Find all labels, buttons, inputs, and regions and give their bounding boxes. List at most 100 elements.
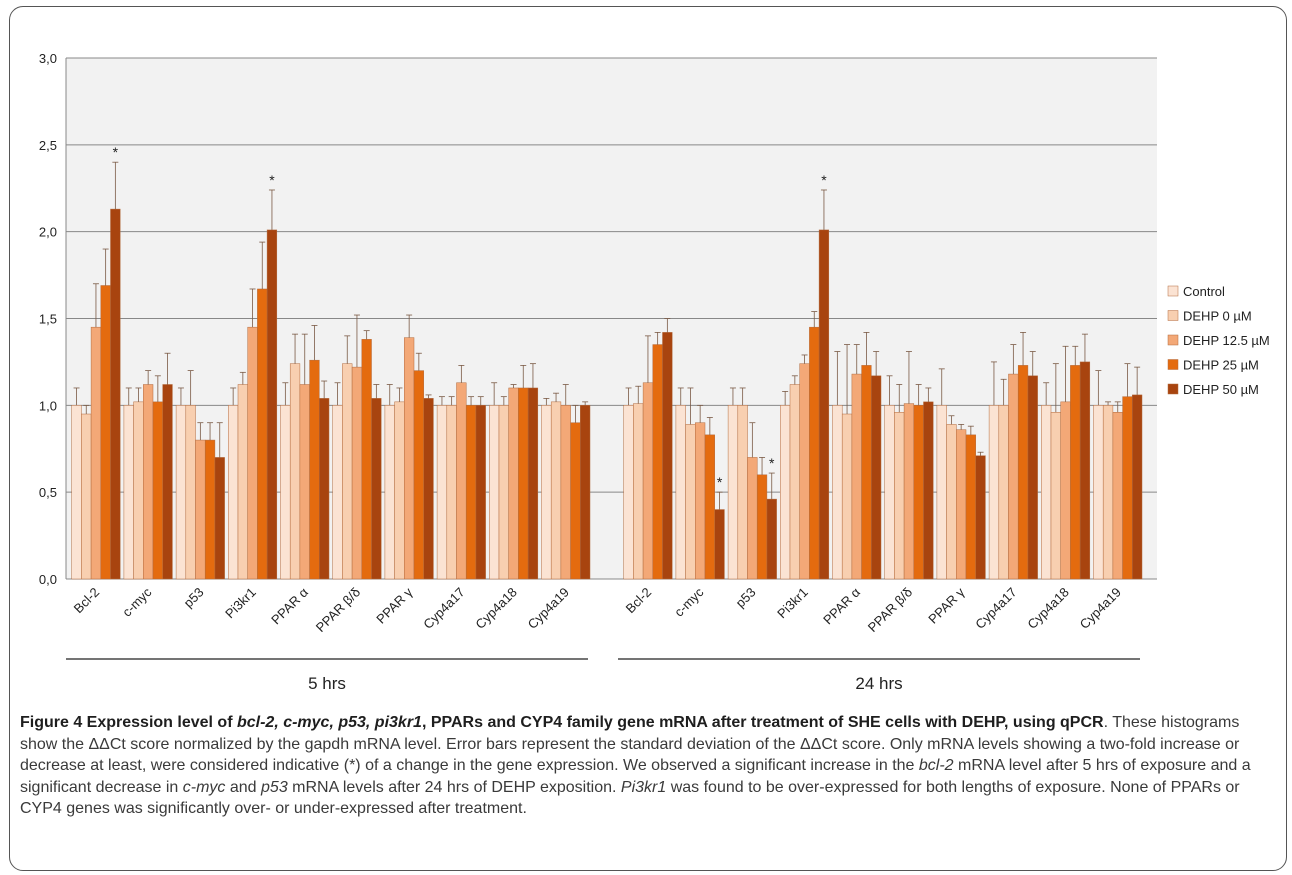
group-label: 24 hrs xyxy=(855,674,902,693)
bar xyxy=(570,422,581,580)
bar xyxy=(423,398,434,580)
y-tick-label: 3,0 xyxy=(39,51,57,66)
legend-label: DEHP 12.5 µM xyxy=(1183,333,1270,348)
bar xyxy=(766,498,777,580)
x-tick-label: PPAR γ xyxy=(373,584,415,626)
y-tick-label: 2,0 xyxy=(39,225,57,240)
x-tick-label: Cyp4a19 xyxy=(1077,585,1124,632)
legend-swatch xyxy=(1167,359,1179,370)
bar xyxy=(351,366,363,580)
bar xyxy=(675,405,686,580)
bar xyxy=(642,382,654,580)
bar xyxy=(110,208,121,580)
bar xyxy=(923,401,934,580)
caption-title-part: , PPARs and CYP4 family gene mRNA after … xyxy=(421,714,1104,731)
bar xyxy=(371,398,382,580)
bar xyxy=(756,474,768,580)
bar xyxy=(123,405,134,580)
x-tick-label: PPAR β/δ xyxy=(313,585,363,635)
bar xyxy=(266,229,278,580)
x-tick-label: Bcl-2 xyxy=(71,585,103,617)
legend-label: Control xyxy=(1183,284,1225,299)
caption-body-part: and xyxy=(225,778,262,796)
x-tick-label: p53 xyxy=(181,585,207,611)
caption-body-part: c-myc xyxy=(182,778,226,796)
bar xyxy=(737,405,748,580)
bar xyxy=(685,424,696,580)
significance-marker: * xyxy=(769,455,775,471)
y-tick-label: 0,5 xyxy=(39,485,57,500)
x-tick-label: Pi3kr1 xyxy=(222,585,259,622)
bar xyxy=(818,229,830,580)
x-tick-label: Cyp4a19 xyxy=(525,585,572,632)
bar xyxy=(518,387,529,580)
legend-label: DEHP 0 µM xyxy=(1183,309,1252,324)
legend-swatch xyxy=(1167,334,1179,346)
x-tick-label: Cyp4a18 xyxy=(1024,585,1071,632)
x-tick-label: PPAR β/δ xyxy=(865,585,915,635)
x-tick-label: Cyp4a17 xyxy=(972,585,1019,632)
significance-marker: * xyxy=(821,172,827,188)
bar xyxy=(214,457,225,580)
y-tick-label: 2,5 xyxy=(39,138,57,153)
bar xyxy=(228,405,239,580)
bar xyxy=(319,398,330,580)
bar xyxy=(1112,412,1123,580)
bar xyxy=(1050,412,1061,580)
bar xyxy=(143,384,154,580)
caption-title-part: Expression level of xyxy=(82,714,237,731)
bar xyxy=(841,413,853,580)
figure-caption: Figure 4 Expression level of bcl-2, c-my… xyxy=(20,712,1280,820)
bar xyxy=(1041,405,1052,580)
bar xyxy=(851,373,862,580)
bar xyxy=(903,403,915,580)
bar xyxy=(652,344,663,580)
bar xyxy=(998,405,1009,580)
bar xyxy=(662,332,673,580)
bar xyxy=(704,434,715,580)
bar xyxy=(175,405,187,580)
x-tick-label: PPAR α xyxy=(268,584,311,627)
x-tick-label: c-myc xyxy=(671,584,706,619)
x-tick-label: Bcl-2 xyxy=(623,585,655,617)
bar xyxy=(185,405,196,580)
legend-label: DEHP 25 µM xyxy=(1183,358,1259,373)
bar xyxy=(747,457,758,580)
bar xyxy=(550,401,562,580)
bar xyxy=(580,405,591,580)
bar xyxy=(475,405,486,580)
x-tick-label: p53 xyxy=(733,585,759,611)
bar xyxy=(456,382,467,580)
bar xyxy=(465,405,477,580)
bar xyxy=(623,405,634,580)
caption-title-part: bcl-2, c-myc, p53, pi3kr1 xyxy=(236,714,422,731)
significance-marker: * xyxy=(269,172,275,188)
bar xyxy=(936,405,947,580)
bar xyxy=(90,326,102,580)
bar xyxy=(1093,405,1104,580)
bar xyxy=(789,384,800,580)
bar xyxy=(1060,401,1071,580)
bar xyxy=(100,285,111,580)
bar xyxy=(527,387,539,580)
bar-chart: 0,0 0,5 1,0 1,5 2,0 2,5 3,0 Bcl-2 c-myc p53 Pi3kr1… xyxy=(39,51,1270,693)
legend-swatch xyxy=(1167,310,1179,321)
bar xyxy=(342,363,353,580)
x-tick-label: PPAR α xyxy=(820,584,863,627)
bar xyxy=(384,405,395,580)
x-tick-label: Cyp4a18 xyxy=(472,585,519,632)
bar xyxy=(884,405,895,580)
bar xyxy=(633,403,644,580)
bar xyxy=(988,405,1000,580)
bar xyxy=(727,405,739,580)
bar xyxy=(404,337,415,580)
bar xyxy=(975,455,986,580)
bar xyxy=(799,363,810,580)
caption-label: Figure 4 xyxy=(20,714,83,731)
x-tick-label: PPAR γ xyxy=(925,584,967,626)
bar xyxy=(489,405,500,580)
caption-body-part: . These histograms show the ΔΔCt score n… xyxy=(20,714,1240,774)
bar xyxy=(1122,396,1133,580)
caption-body-part: p53 xyxy=(261,778,288,796)
bar xyxy=(237,384,248,580)
